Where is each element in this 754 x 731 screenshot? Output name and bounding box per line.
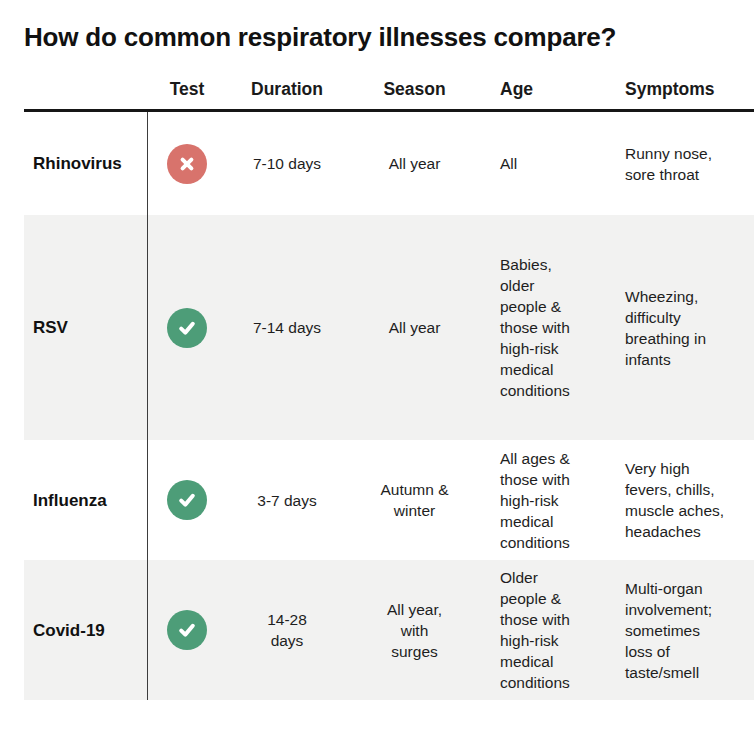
cross-icon	[167, 144, 207, 184]
age-cell: Babies, older people & those with high-r…	[482, 254, 607, 401]
duration-cell: 7-10 days	[227, 153, 347, 174]
row-label: Rhinovirus	[24, 153, 147, 174]
symptoms-cell: Wheezing, difficulty breathing in infant…	[607, 286, 754, 370]
row-label: Influenza	[24, 490, 147, 511]
duration-cell: 3-7 days	[227, 490, 347, 511]
test-cell	[147, 480, 227, 520]
test-cell	[147, 610, 227, 650]
table-row-influenza: Influenza 3-7 days Autumn & winter All a…	[24, 440, 754, 560]
age-cell: All ages & those with high-risk medical …	[482, 448, 607, 553]
season-cell: Autumn & winter	[347, 479, 482, 521]
test-cell	[147, 308, 227, 348]
vertical-divider	[147, 112, 148, 700]
table-body: Rhinovirus 7-10 days All year All Runny …	[24, 112, 754, 700]
column-header-symptoms: Symptoms	[607, 79, 754, 100]
season-cell: All year, with surges	[347, 599, 482, 662]
check-icon	[167, 308, 207, 348]
age-cell: Older people & those with high-risk medi…	[482, 567, 607, 693]
comparison-table: Test Duration Season Age Symptoms Rhinov…	[24, 79, 754, 700]
column-header-age: Age	[482, 79, 607, 100]
table-row-covid19: Covid-19 14-28 days All year, with surge…	[24, 560, 754, 700]
season-cell: All year	[347, 153, 482, 174]
symptoms-cell: Runny nose, sore throat	[607, 143, 754, 185]
check-icon	[167, 610, 207, 650]
row-label: RSV	[24, 317, 147, 338]
symptoms-cell: Very high fevers, chills, muscle aches, …	[607, 458, 754, 542]
column-header-duration: Duration	[227, 79, 347, 100]
check-icon	[167, 480, 207, 520]
infographic-table-page: How do common respiratory illnesses comp…	[0, 22, 754, 731]
column-header-season: Season	[347, 79, 482, 100]
duration-cell: 14-28 days	[227, 609, 347, 651]
duration-cell: 7-14 days	[227, 317, 347, 338]
table-row-rhinovirus: Rhinovirus 7-10 days All year All Runny …	[24, 112, 754, 215]
test-cell	[147, 144, 227, 184]
table-header-row: Test Duration Season Age Symptoms	[24, 79, 754, 112]
column-header-test: Test	[147, 79, 227, 100]
age-cell: All	[482, 153, 607, 174]
symptoms-cell: Multi-organ involvement; sometimes loss …	[607, 578, 754, 683]
table-row-rsv: RSV 7-14 days All year Babies, older peo…	[24, 215, 754, 440]
season-cell: All year	[347, 317, 482, 338]
row-label: Covid-19	[24, 620, 147, 641]
page-title: How do common respiratory illnesses comp…	[24, 22, 730, 53]
